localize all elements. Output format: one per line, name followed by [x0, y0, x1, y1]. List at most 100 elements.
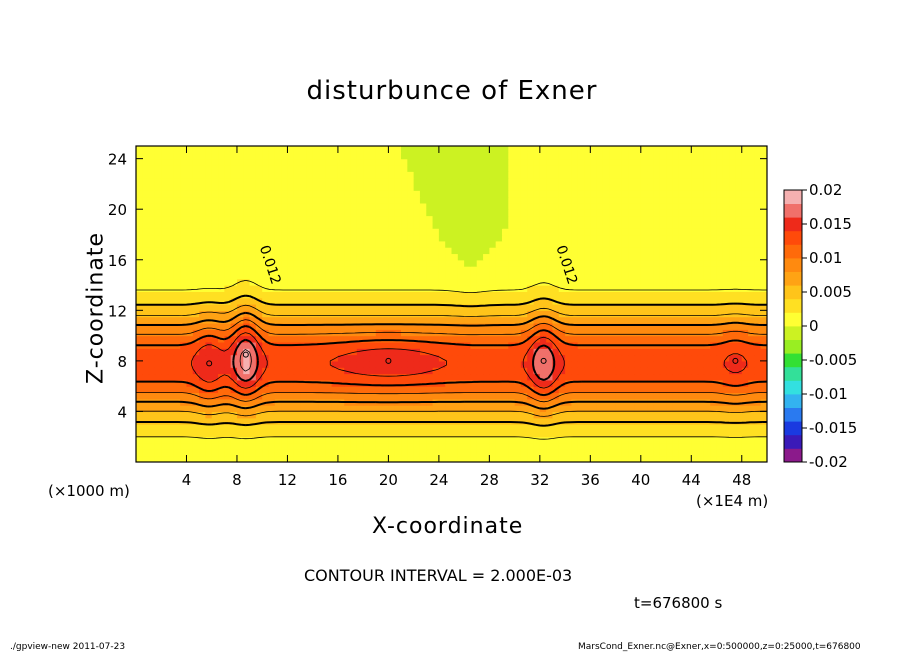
field-cell: [274, 215, 282, 223]
field-cell: [716, 348, 724, 356]
field-cell: [199, 259, 207, 267]
field-cell: [312, 455, 320, 462]
field-cell: [211, 228, 219, 236]
field-cell: [205, 341, 213, 349]
field-cell: [426, 272, 434, 280]
field-cell: [703, 424, 711, 431]
field-cell: [527, 424, 535, 431]
field-cell: [546, 221, 554, 229]
field-cell: [577, 430, 585, 438]
field-cell: [306, 152, 314, 160]
field-cell: [483, 152, 490, 160]
field-cell: [476, 436, 484, 444]
field-cell: [684, 348, 692, 356]
field-cell: [609, 348, 617, 356]
field-cell: [325, 164, 333, 172]
field-cell: [224, 259, 232, 267]
field-cell: [350, 443, 358, 450]
field-cell: [577, 424, 585, 431]
field-cell: [628, 436, 636, 444]
field-cell: [173, 367, 181, 375]
field-cell: [621, 202, 629, 210]
field-cell: [218, 455, 225, 462]
field-cell: [274, 146, 282, 153]
field-cell: [722, 348, 730, 356]
field-cell: [388, 291, 396, 299]
field-cell: [154, 329, 162, 337]
field-cell: [432, 272, 440, 280]
field-cell: [394, 392, 402, 400]
field-cell: [148, 411, 156, 419]
field-cell: [476, 379, 484, 387]
field-cell: [243, 259, 251, 267]
field-cell: [199, 209, 207, 217]
field-cell: [300, 449, 307, 457]
field-cell: [413, 221, 421, 229]
field-cell: [274, 304, 282, 311]
field-cell: [710, 146, 718, 153]
field-cell: [281, 297, 289, 305]
field-cell: [558, 392, 566, 400]
field-cell: [274, 158, 282, 166]
field-cell: [501, 228, 509, 236]
field-cell: [741, 152, 749, 160]
field-cell: [413, 304, 421, 311]
field-cell: [249, 329, 257, 337]
field-cell: [369, 335, 377, 343]
field-cell: [602, 316, 610, 324]
field-cell: [565, 266, 572, 273]
field-cell: [716, 341, 724, 349]
field-cell: [281, 266, 289, 273]
field-cell: [735, 348, 743, 356]
field-cell: [432, 430, 440, 438]
field-cell: [729, 146, 737, 153]
field-cell: [192, 424, 200, 431]
field-cell: [438, 253, 446, 261]
field-cell: [640, 228, 648, 236]
field-cell: [382, 146, 389, 153]
field-cell: [615, 329, 623, 337]
field-cell: [703, 373, 711, 381]
field-cell: [369, 316, 377, 324]
field-cell: [659, 259, 667, 267]
field-cell: [628, 183, 636, 191]
field-cell: [501, 259, 509, 267]
field-cell: [533, 240, 541, 248]
field-cell: [729, 190, 737, 198]
field-cell: [243, 209, 251, 217]
field-cell: [167, 348, 175, 356]
field-cell: [218, 221, 225, 229]
field-cell: [602, 164, 610, 172]
field-cell: [457, 424, 465, 431]
field-cell: [382, 215, 389, 223]
field-cell: [451, 291, 459, 299]
field-cell: [672, 291, 680, 299]
field-cell: [684, 183, 692, 191]
field-cell: [672, 247, 680, 255]
field-cell: [666, 278, 673, 286]
field-cell: [375, 449, 383, 457]
field-cell: [161, 266, 169, 273]
field-cell: [609, 297, 617, 305]
field-cell: [375, 367, 383, 375]
field-cell: [154, 158, 162, 166]
field-cell: [344, 171, 352, 179]
field-cell: [255, 373, 263, 381]
field-cell: [666, 158, 673, 166]
field-cell: [199, 373, 207, 381]
field-cell: [148, 202, 156, 210]
field-cell: [363, 291, 371, 299]
field-cell: [142, 386, 150, 394]
field-cell: [508, 436, 516, 444]
field-cell: [621, 443, 629, 450]
field-cell: [199, 158, 207, 166]
field-cell: [602, 221, 610, 229]
field-cell: [653, 202, 661, 210]
field-cell: [142, 354, 150, 362]
field-cell: [426, 304, 434, 311]
field-cell: [211, 443, 219, 450]
field-cell: [697, 215, 705, 223]
field-cell: [596, 183, 604, 191]
field-cell: [729, 272, 737, 280]
field-cell: [571, 354, 579, 362]
